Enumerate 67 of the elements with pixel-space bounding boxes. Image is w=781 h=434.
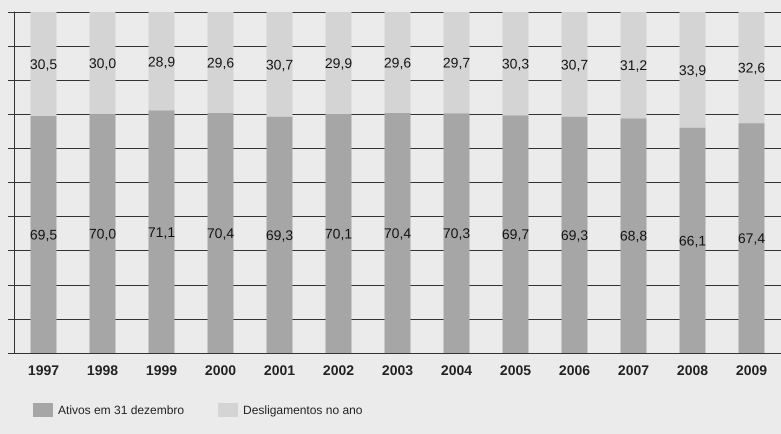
bar bbox=[326, 12, 352, 114]
x-tick-label: 2007 bbox=[618, 362, 650, 378]
data-label: 69,5 bbox=[30, 226, 58, 243]
bar bbox=[148, 110, 174, 353]
bar bbox=[738, 12, 764, 124]
bar bbox=[562, 12, 588, 117]
data-label: 67,4 bbox=[738, 230, 766, 246]
x-tick-label: 2009 bbox=[736, 362, 768, 378]
bar bbox=[208, 112, 234, 353]
x-tick-label: 2005 bbox=[500, 362, 532, 378]
bar bbox=[738, 123, 764, 353]
data-label: 30,7 bbox=[266, 56, 294, 72]
data-label: 69,3 bbox=[266, 226, 294, 243]
x-tick-label: 2004 bbox=[440, 362, 472, 378]
x-tick-label: 2003 bbox=[382, 362, 414, 378]
data-label: 32,6 bbox=[738, 60, 766, 76]
x-tick-label: 1999 bbox=[146, 362, 178, 378]
bar bbox=[266, 116, 292, 353]
bar bbox=[30, 12, 56, 116]
data-label: 30,3 bbox=[502, 56, 530, 72]
bar bbox=[444, 113, 470, 353]
bar bbox=[30, 116, 56, 353]
data-label: 70,4 bbox=[206, 224, 234, 241]
bar bbox=[90, 12, 116, 114]
legend-label: Desligamentos no ano bbox=[243, 403, 363, 417]
data-label: 70,0 bbox=[88, 226, 116, 242]
x-tick-label: 2001 bbox=[264, 362, 296, 378]
data-label: 30,5 bbox=[30, 56, 58, 72]
data-label: 69,3 bbox=[560, 226, 588, 243]
bar bbox=[562, 116, 588, 353]
data-label: 71,1 bbox=[148, 224, 176, 240]
bar bbox=[208, 12, 234, 113]
x-tick-label: 2008 bbox=[676, 362, 708, 378]
x-tick-label: 1997 bbox=[28, 362, 60, 378]
data-label: 30,7 bbox=[560, 56, 588, 72]
legend-label: Ativos em 31 dezembro bbox=[58, 403, 184, 417]
bar bbox=[444, 12, 470, 114]
data-label: 30,0 bbox=[88, 55, 116, 72]
bar bbox=[620, 12, 646, 118]
bar bbox=[148, 12, 174, 111]
bar bbox=[384, 112, 410, 353]
data-label: 66,1 bbox=[678, 232, 706, 248]
bar bbox=[326, 114, 352, 353]
data-label: 29,7 bbox=[442, 54, 470, 71]
x-tick-label: 2000 bbox=[204, 362, 236, 378]
data-label: 70,4 bbox=[384, 224, 412, 241]
data-label: 70,1 bbox=[324, 225, 352, 242]
bar bbox=[620, 118, 646, 353]
data-label: 31,2 bbox=[620, 57, 648, 74]
bar bbox=[502, 115, 528, 353]
bar bbox=[266, 12, 292, 117]
bar bbox=[384, 12, 410, 113]
data-label: 33,9 bbox=[678, 62, 706, 78]
data-label: 68,8 bbox=[620, 228, 648, 244]
data-label: 29,6 bbox=[206, 54, 234, 70]
bar bbox=[680, 128, 706, 353]
data-label: 70,3 bbox=[442, 225, 470, 242]
x-tick-label: 2002 bbox=[322, 362, 354, 378]
data-label: 28,9 bbox=[148, 53, 176, 70]
bar bbox=[90, 114, 116, 353]
bar bbox=[680, 12, 706, 128]
data-label: 29,9 bbox=[324, 54, 352, 71]
data-label: 29,6 bbox=[384, 54, 412, 70]
data-label: 69,7 bbox=[502, 226, 530, 242]
x-tick-label: 2006 bbox=[558, 362, 590, 378]
x-tick-label: 1998 bbox=[86, 362, 118, 378]
bar bbox=[502, 12, 528, 116]
